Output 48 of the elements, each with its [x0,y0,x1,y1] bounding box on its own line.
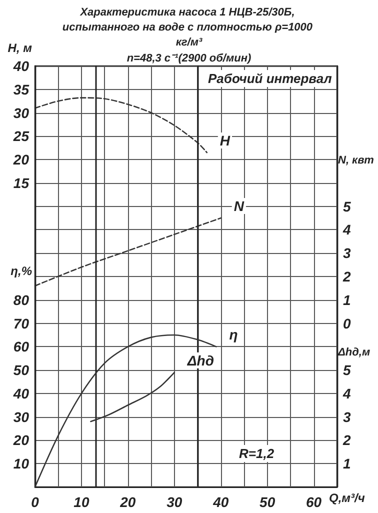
y2-tick-label: 0 [343,315,351,332]
y2-tick-label: 1 [343,292,351,308]
y-tick-label: 60 [13,338,30,355]
y2-tick-label: 3 [343,245,351,262]
y2-tick-label: 5 [343,362,351,378]
x-axis-title: Q,м³/ч [329,491,365,505]
y-tick-label: 30 [13,408,30,425]
x-tick-label: 0 [31,494,40,510]
y2-axis-title: Δhд,м [337,346,370,358]
series-label: N [234,198,245,214]
y-axis-title: η,% [10,264,32,278]
y2-tick-label: 2 [342,432,351,448]
y-tick-label: 15 [13,174,30,191]
x-tick-label: 50 [260,494,276,510]
y2-tick-label: 2 [342,268,351,284]
y2-tick-label: 4 [342,385,351,402]
y2-tick-label: 3 [343,408,351,425]
annotation: Рабочий интервал [208,71,332,86]
y2-axis-title: N, квт [338,154,374,166]
line-series [34,97,208,154]
y2-tick-label: 1 [343,456,351,472]
y-tick-label: 25 [12,128,30,144]
y-tick-label: 35 [13,81,30,98]
y-tick-label: 20 [12,432,30,448]
x-tick-label: 20 [119,494,136,510]
y-tick-label: 30 [13,104,30,121]
annotation: R=1,2 [239,446,275,461]
y2-tick-label: 4 [342,222,351,238]
series-label: Δhд [186,352,214,368]
series-label: H [220,132,231,149]
y-tick-label: 40 [12,385,30,402]
y-tick-label: 10 [13,456,30,472]
y-tick-label: 20 [12,152,30,168]
y-tick-label: 80 [13,292,30,308]
line-series [90,372,176,422]
y2-tick-label: 5 [343,198,351,214]
y-axis-title: H, м [8,41,32,55]
x-tick-label: 10 [74,494,90,510]
line-series [34,334,217,488]
y-tick-label: 40 [12,58,30,74]
x-tick-label: 40 [212,494,229,510]
y-tick-label: 70 [13,315,30,332]
x-tick-label: 30 [166,494,182,510]
chart-subtitle: n=48,3 с⁻¹(2900 об/мин) [126,52,252,64]
x-tick-label: 60 [306,494,322,510]
line-series [34,217,222,287]
series-label: η [229,326,238,343]
y-tick-label: 50 [13,362,30,378]
